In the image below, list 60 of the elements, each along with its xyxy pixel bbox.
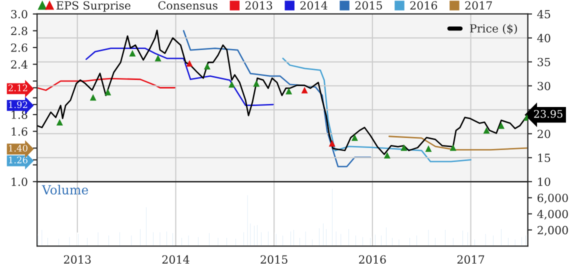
point (483, 127, 490, 134)
y-tick-label: 1.0 (12, 178, 28, 186)
chart-title: Volume (42, 184, 88, 195)
data-label: 23.95 (534, 110, 562, 118)
point (286, 88, 292, 94)
y2-tick-label: 10 (538, 178, 550, 186)
point (384, 152, 390, 159)
x-tick-label: 2017 (457, 255, 484, 264)
point (400, 144, 408, 151)
legend-label: 2014 (300, 1, 328, 10)
y2-tick-label: 30 (538, 82, 550, 90)
point (328, 140, 336, 147)
point (253, 80, 260, 87)
y2-tick-label: 6,000 (538, 194, 568, 204)
y-tick-label: 2.4 (11, 60, 28, 69)
point (90, 94, 96, 101)
point (498, 122, 505, 129)
y2-tick-label: 35 (538, 58, 550, 66)
point (56, 118, 63, 126)
x-tick-label: 2013 (64, 255, 91, 264)
point (154, 54, 162, 62)
point (450, 144, 456, 151)
legend-label: 2016 (410, 1, 438, 10)
x-tick-label: 2015 (260, 255, 288, 264)
y-tick-label: 3.0 (11, 10, 28, 18)
legend-label: 2015 (355, 1, 382, 10)
y-tick-label: 2.8 (11, 26, 28, 36)
y-tick-label: 1.6 (12, 127, 28, 136)
point (228, 81, 236, 88)
y-tick-label: 2.12 (8, 84, 28, 92)
point (425, 145, 432, 152)
line-series (282, 58, 472, 162)
legend-label: EPS Surprise (56, 1, 130, 12)
legend-label: Price ($) (470, 24, 517, 34)
point (204, 62, 210, 70)
line-series (37, 78, 176, 91)
legend-label: 2017 (465, 1, 492, 10)
y2-tick-label: 15 (538, 154, 550, 162)
line-series (86, 48, 274, 106)
y2-tick-label: 4,000 (537, 210, 568, 220)
legend-title: Consensus (158, 1, 218, 10)
point (186, 60, 193, 67)
y-tick-label: 1.8 (12, 110, 28, 119)
legend-label: 2013 (245, 1, 272, 10)
y-tick-label: 1.92 (9, 101, 28, 108)
point (129, 50, 136, 57)
x-tick-label: 2016 (359, 255, 386, 264)
line-series (182, 30, 372, 168)
x-tick-label: 2014 (162, 255, 190, 264)
line-series (388, 136, 528, 150)
y2-tick-label: 2,000 (538, 226, 568, 236)
y-tick-label: 1.40 (9, 144, 28, 152)
y2-tick-label: 20 (538, 130, 550, 138)
y2-tick-label: 45 (537, 10, 550, 18)
point (104, 88, 112, 96)
y-tick-label: 1.26 (9, 156, 28, 164)
point (351, 134, 358, 141)
y-tick-label: 2.6 (11, 43, 28, 52)
y2-tick-label: 40 (537, 34, 550, 42)
point (301, 86, 308, 94)
